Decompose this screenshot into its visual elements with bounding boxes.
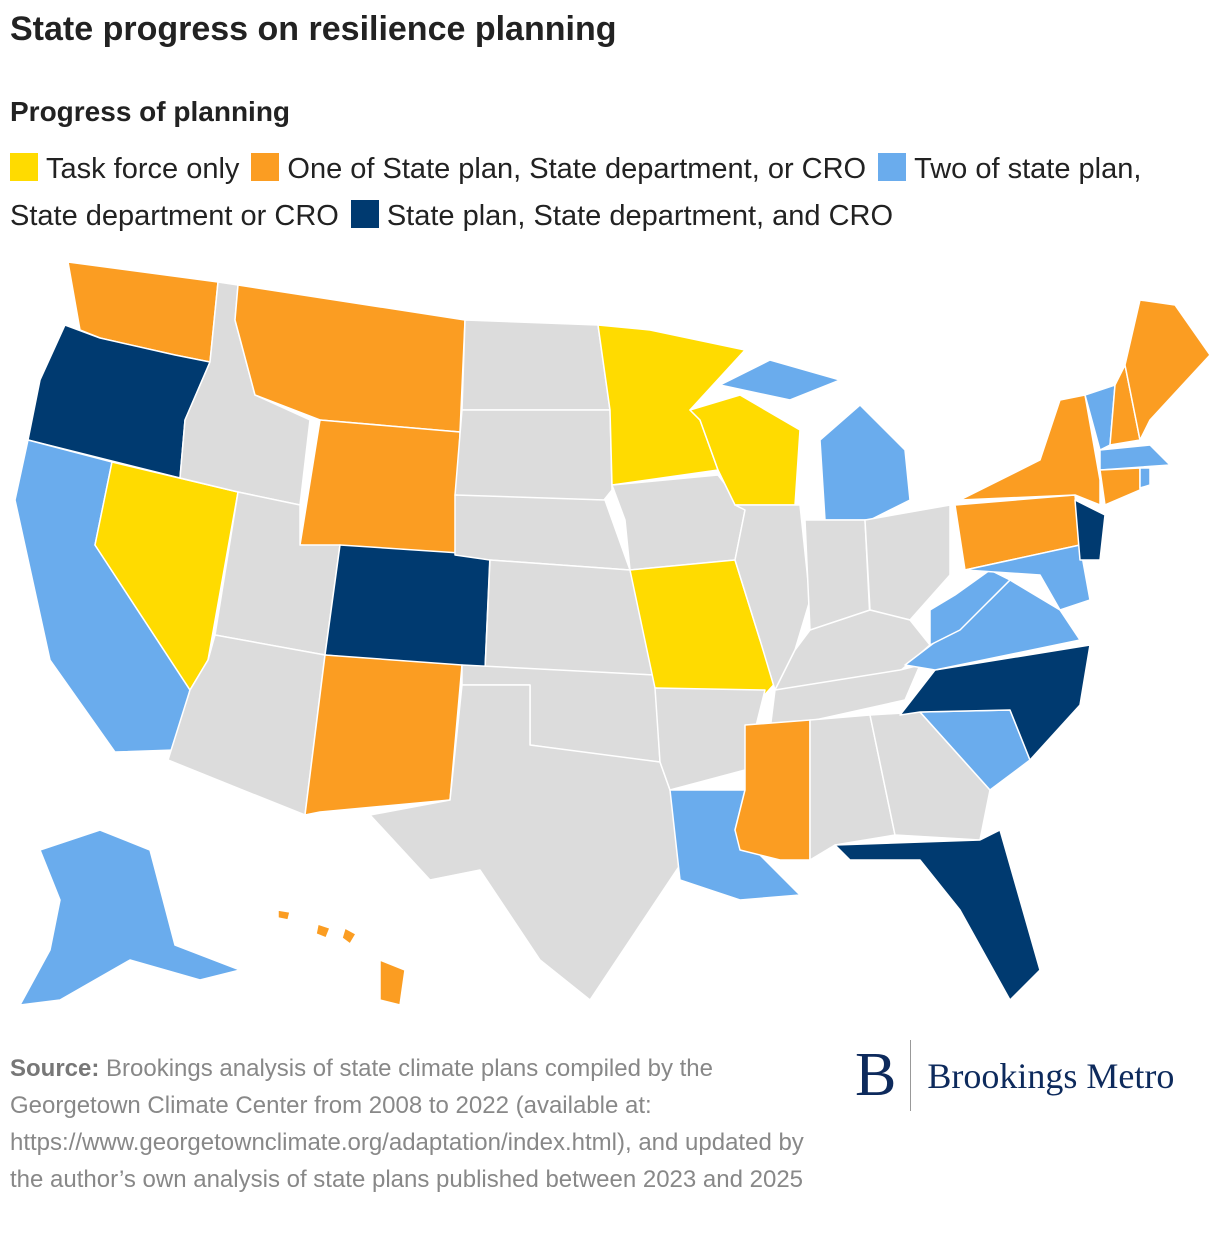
state (834, 829, 1041, 1001)
legend-label: Task force only (46, 153, 240, 185)
logo-text: Brookings Metro (927, 1055, 1175, 1096)
legend-label: Two of state plan, State department or C… (10, 153, 1142, 232)
state (1124, 299, 1211, 441)
logo: B Brookings Metro (855, 1040, 1174, 1111)
state (864, 504, 951, 621)
state (1099, 467, 1141, 506)
legend-swatch (350, 200, 379, 228)
state (964, 544, 1091, 611)
state (324, 544, 491, 671)
state (19, 829, 241, 1006)
state (899, 644, 1091, 761)
state (959, 394, 1101, 506)
state (819, 404, 911, 521)
state (315, 923, 331, 939)
state (484, 559, 656, 676)
state (734, 719, 811, 861)
state (277, 909, 291, 921)
state (454, 409, 613, 506)
state (929, 569, 1011, 646)
state (1099, 444, 1171, 471)
legend-swatch (10, 153, 38, 181)
legend-title: Progress of planning (10, 96, 291, 127)
state (654, 687, 766, 791)
state (304, 654, 463, 816)
state (461, 319, 611, 411)
state (454, 494, 631, 571)
state (299, 419, 461, 556)
legend-item: Task force only (10, 153, 239, 185)
state (611, 474, 746, 571)
source-label: Source: (10, 1055, 100, 1082)
state (369, 684, 691, 1001)
legend-item: One of State plan, State department, or … (251, 153, 866, 185)
source: Source: Brookings analysis of state clim… (10, 1050, 810, 1198)
state (1139, 467, 1151, 489)
legend-item: State plan, State department, and CRO (350, 200, 894, 232)
legend-swatch (878, 153, 907, 181)
legend-swatch (251, 153, 280, 181)
state (719, 359, 841, 401)
state (809, 714, 896, 861)
legend-label: One of State plan, State department, or … (287, 153, 867, 185)
state (1074, 499, 1106, 561)
legend-label: State plan, State department, and CRO (386, 200, 894, 232)
state (341, 927, 357, 945)
legend-item: Two of state plan, State department or C… (10, 153, 1141, 232)
state (379, 959, 406, 1006)
legend: Task force only One of State plan, State … (10, 146, 1190, 240)
logo-mark: B (855, 1040, 912, 1111)
title: State progress on resilience planning (10, 10, 617, 48)
source-text: Brookings analysis of state climate plan… (10, 1055, 804, 1193)
map (14, 261, 1211, 1006)
